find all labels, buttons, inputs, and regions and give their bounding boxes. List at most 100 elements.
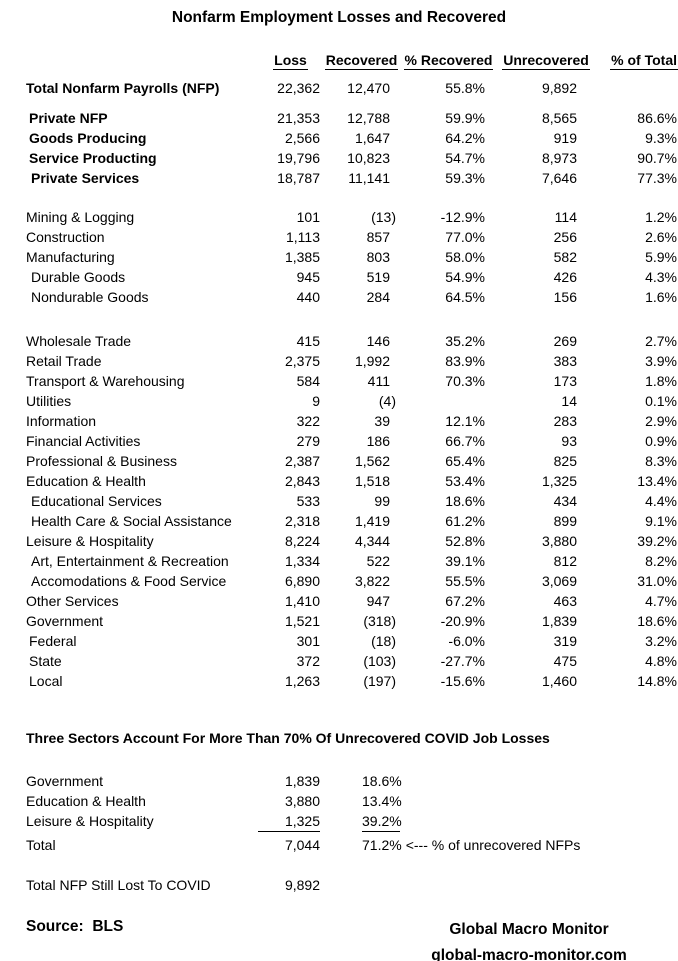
summary-row: Government 1,839 18.6% (0, 771, 678, 791)
table-row: Art, Entertainment & Recreation 1,334 522 3… (0, 551, 678, 571)
cell-loss: 440 (296, 289, 320, 305)
cell-pct-of-total: 4.3% (645, 269, 677, 285)
cell-unrecovered: 582 (553, 249, 577, 265)
cell-pct-of-total: 3.2% (645, 633, 677, 649)
cell-unrecovered: 3,069 (541, 573, 577, 589)
cell-loss: 1,521 (284, 613, 320, 629)
cell-recovered: 146 (366, 333, 390, 349)
cell-recovered: (18) (371, 633, 396, 649)
cell-loss: 533 (296, 493, 320, 509)
table-row: Government 1,521 (318) -20.9% 1,839 18.6% (0, 611, 678, 631)
table-row-gap (0, 98, 678, 108)
row-label: Health Care & Social Assistance (31, 513, 232, 529)
cell-unrecovered: 269 (553, 333, 577, 349)
cell-loss: 584 (296, 373, 320, 389)
summary-rows: Government 1,839 18.6% Education & Health 3,… (0, 771, 678, 832)
summary-row-label: Education & Health (26, 793, 146, 809)
cell-recovered: 12,788 (347, 110, 390, 126)
cell-pct-of-total: 9.3% (645, 130, 677, 146)
cell-recovered: 12,470 (347, 80, 390, 96)
table-row: Information 322 39 12.1% 283 2.9% (0, 411, 678, 431)
cell-recovered: 1,647 (354, 130, 390, 146)
cell-unrecovered: 14 (561, 393, 577, 409)
col-header-loss: Loss (258, 50, 323, 70)
table-row: Accomodations & Food Service 6,890 3,822 55… (0, 571, 678, 591)
row-label: Transport & Warehousing (26, 373, 185, 389)
table-row: Construction 1,113 857 77.0% 256 2.6% (0, 227, 678, 247)
cell-pct-recovered: 59.9% (445, 110, 485, 126)
cell-loss: 1,113 (286, 229, 320, 245)
table-row: Financial Activities 279 186 66.7% 93 0.9% (0, 431, 678, 451)
cell-recovered: 10,823 (347, 150, 390, 166)
cell-loss: 2,318 (284, 513, 320, 529)
cell-pct-of-total: 31.0% (637, 573, 677, 589)
cell-loss: 6,890 (284, 573, 320, 589)
cell-loss: 22,362 (277, 80, 320, 96)
col-header-pct-of-total: % of Total (595, 50, 678, 70)
cell-pct-recovered: 64.5% (445, 289, 485, 305)
cell-loss: 101 (296, 209, 320, 225)
header-label-spacer (0, 50, 258, 70)
cell-recovered: (13) (371, 209, 396, 225)
cell-pct-of-total: 8.3% (645, 453, 677, 469)
addendum-row: Total NFP Still Lost To COVID 9,892 (0, 875, 678, 895)
row-label: Local (29, 673, 63, 689)
cell-loss: 372 (296, 653, 320, 669)
cell-pct-recovered: 66.7% (445, 433, 485, 449)
cell-loss: 301 (296, 633, 320, 649)
col-header-pct-recovered: % Recovered (400, 50, 497, 70)
cell-recovered: (103) (363, 653, 396, 669)
cell-pct-recovered: -20.9% (440, 613, 485, 629)
table-row: Service Producting 19,796 10,823 54.7% 8,973… (0, 148, 678, 168)
row-label: Private NFP (29, 110, 108, 126)
total-value: 7,044 (284, 837, 320, 853)
table-row: Other Services 1,410 947 67.2% 463 4.7% (0, 591, 678, 611)
total-note: <--- % of unrecovered NFPs (405, 837, 581, 853)
row-label: Retail Trade (26, 353, 102, 369)
row-label: Total Nonfarm Payrolls (NFP) (26, 80, 220, 96)
table-row: Retail Trade 2,375 1,992 83.9% 383 3.9% (0, 351, 678, 371)
cell-loss: 1,410 (284, 593, 320, 609)
cell-unrecovered: 8,973 (541, 150, 577, 166)
table-row: Nondurable Goods 440 284 64.5% 156 1.6% (0, 287, 678, 307)
summary-total-row: Total 7,044 71.2% <--- % of unrecovered N… (0, 835, 678, 855)
cell-recovered: 857 (366, 229, 390, 245)
col-header-loss-text: Loss (273, 52, 308, 70)
cell-recovered: 519 (366, 269, 390, 285)
cell-pct-of-total: 1.6% (645, 289, 677, 305)
cell-recovered: (197) (363, 673, 396, 689)
cell-pct-of-total (595, 78, 678, 98)
cell-recovered: 1,992 (354, 353, 390, 369)
cell-pct-recovered: 55.5% (445, 573, 485, 589)
cell-unrecovered: 256 (553, 229, 577, 245)
cell-unrecovered: 114 (554, 209, 577, 225)
cell-pct-of-total: 18.6% (637, 613, 677, 629)
cell-loss: 2,843 (284, 473, 320, 489)
cell-pct-of-total: 86.6% (637, 110, 677, 126)
cell-recovered: 3,822 (354, 573, 390, 589)
cell-loss: 415 (296, 333, 320, 349)
row-label: Professional & Business (26, 453, 177, 469)
table-row: Health Care & Social Assistance 2,318 1,41… (0, 511, 678, 531)
cell-recovered: (318) (363, 613, 396, 629)
table-row: Total Nonfarm Payrolls (NFP) 22,362 12,470… (0, 78, 678, 98)
cell-pct-recovered: 35.2% (445, 333, 485, 349)
total-pct: 71.2% (362, 837, 402, 853)
cell-pct-recovered: 55.8% (445, 80, 485, 96)
cell-loss: 2,566 (284, 130, 320, 146)
row-label: Goods Producing (29, 130, 147, 146)
row-label: Other Services (26, 593, 119, 609)
cell-pct-recovered: -12.9% (440, 209, 485, 225)
brand-block: Global Macro Monitor global-macro-monito… (380, 917, 678, 961)
cell-recovered: (4) (378, 393, 396, 409)
cell-unrecovered: 899 (553, 513, 577, 529)
table-row: Federal 301 (18) -6.0% 319 3.2% (0, 631, 678, 651)
cell-loss: 322 (296, 413, 320, 429)
row-label: Information (26, 413, 97, 429)
cell-recovered: 11,141 (348, 170, 390, 186)
cell-pct-recovered: 54.9% (445, 269, 485, 285)
cell-pct-of-total: 77.3% (637, 170, 677, 186)
cell-loss: 9 (312, 393, 320, 409)
summary-row-value: 1,325 (258, 811, 323, 832)
